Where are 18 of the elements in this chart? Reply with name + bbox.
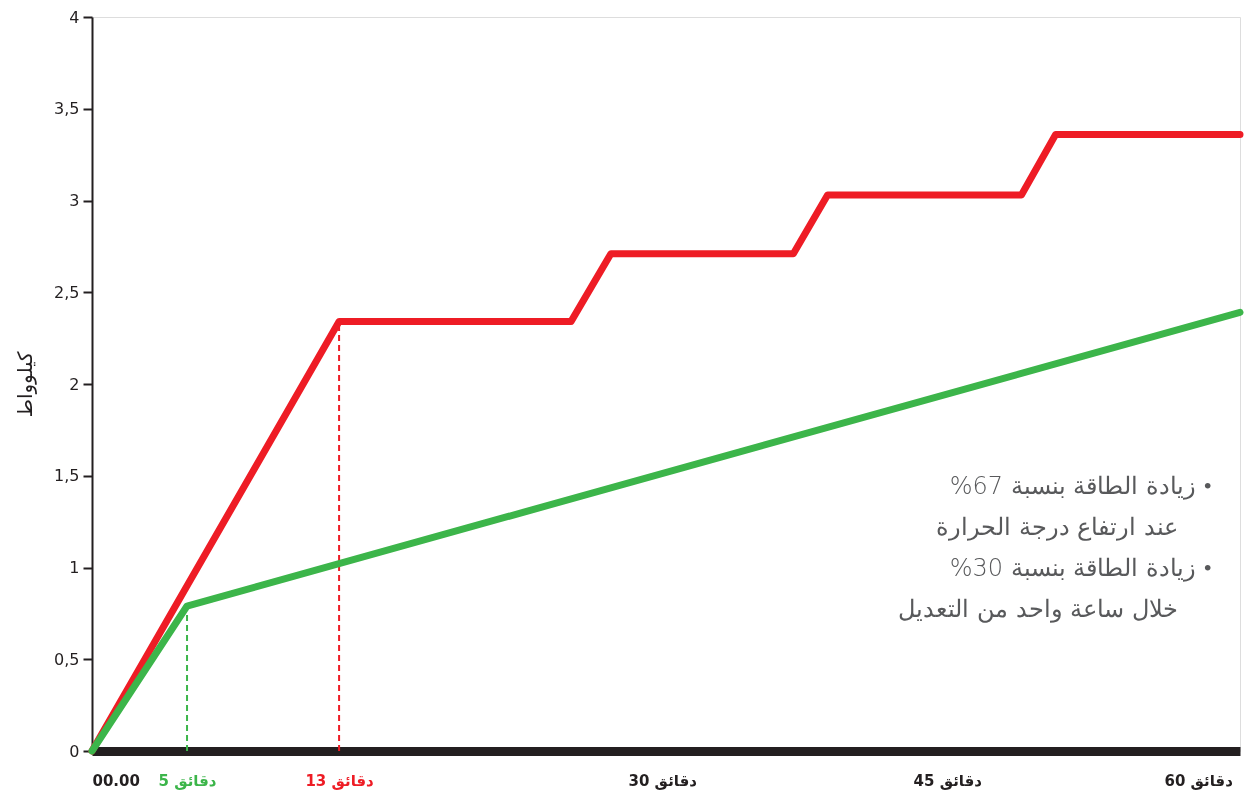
x-tick-label: 45 دقائق — [913, 771, 983, 790]
y-tick-label: 3,5 — [54, 99, 80, 119]
x-tick-label: 60 دقائق — [1164, 771, 1234, 790]
x-tick-label: 30 دقائق — [628, 771, 698, 790]
annotation: • زيادة الطاقة بنسبة 67% عند ارتفاع درجة الحرارة — [936, 472, 1212, 541]
y-tick-label: 1 — [69, 558, 80, 577]
y-tick-label: 0 — [69, 741, 80, 761]
x-tick-label: 5 دقائق — [158, 771, 217, 790]
y-tick-label: 1,5 — [54, 466, 80, 486]
y-tick-label: 2,5 — [54, 282, 80, 302]
y-tick-label: 2 — [69, 374, 80, 394]
y-tick-label: 4 — [69, 7, 80, 27]
y-axis-title: كيلوواط — [13, 350, 38, 418]
annotation: • زيادة الطاقة بنسبة 30% خلال ساعة واحد من التعديل — [898, 554, 1212, 623]
x-tick-label: 00.00 — [92, 771, 140, 790]
y-tick-label: 3 — [69, 191, 80, 210]
y-tick-label: 0,5 — [54, 649, 80, 669]
x-tick-label: 13 دقائق — [305, 771, 375, 790]
